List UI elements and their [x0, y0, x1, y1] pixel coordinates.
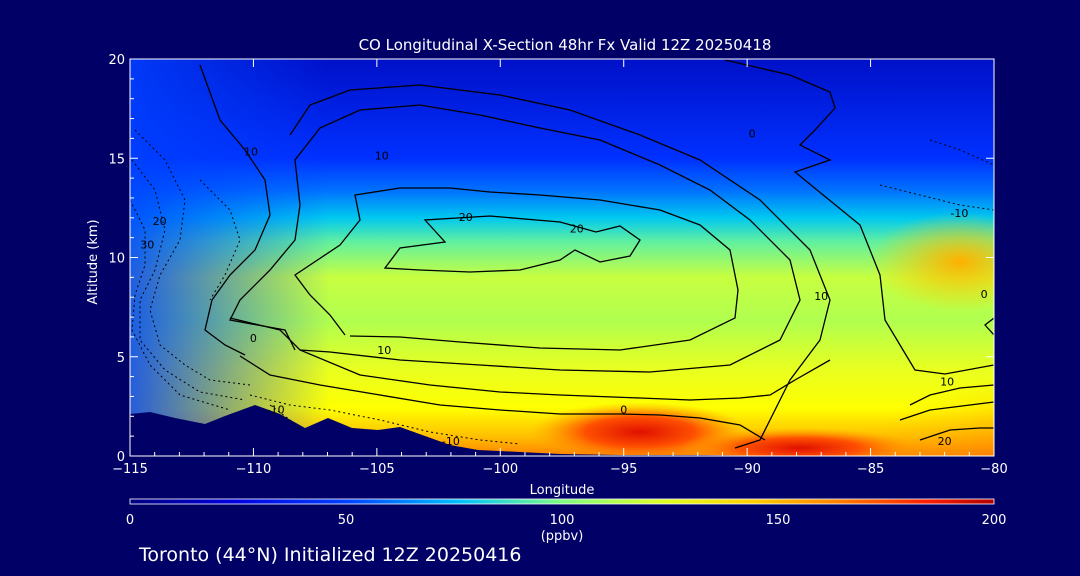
colorbar-units: (ppbv): [541, 529, 584, 544]
contour-label: -10: [442, 435, 460, 448]
contour-ten-outer: [289, 84, 831, 449]
x-axis: −115 −110 −105 −100 −95 −90 −85 −80: [112, 59, 1008, 477]
x-tick-label: −100: [482, 462, 518, 477]
colorbar-swatch: [129, 498, 995, 505]
footer-caption: Toronto (44°N) Initialized 12Z 20250416: [138, 544, 522, 566]
contour-labels: 0 10 10 20 30 20 20 10 0 10 0 -10 -10 -10 0 10 20: [140, 127, 988, 448]
contour-br-one: [909, 384, 994, 406]
contour-label: 10: [377, 344, 391, 357]
contour-br-two: [899, 401, 994, 421]
x-tick-label: −115: [112, 462, 148, 477]
colorbar-tick-label: 50: [338, 513, 355, 528]
contour-twenty-inner: [383, 215, 641, 273]
concentration-field: [130, 59, 994, 456]
x-tick-label: −85: [857, 462, 884, 477]
y-tick-label: 10: [108, 252, 125, 267]
chart-title: CO Longitudinal X-Section 48hr Fx Valid …: [359, 36, 772, 54]
x-tick-label: −95: [610, 462, 637, 477]
contour-label: 10: [940, 376, 954, 389]
x-tick-label: −90: [733, 462, 760, 477]
x-axis-label: Longitude: [530, 483, 595, 498]
x-tick-label: −105: [359, 462, 395, 477]
contour-label: 20: [570, 223, 584, 236]
contour-ten-inner: [229, 104, 801, 373]
y-tick-label: 15: [108, 152, 125, 167]
contour-right-edge: [984, 317, 994, 336]
colorbar-tick-label: 0: [126, 513, 134, 528]
contour-twenty: [294, 187, 739, 351]
contour-label: 0: [620, 403, 627, 416]
y-tick-label: 5: [117, 351, 125, 366]
colorbar-tick-label: 100: [550, 513, 575, 528]
x-tick-label: −80: [980, 462, 1007, 477]
colorbar-ticks: 0 50 100 150 200: [126, 513, 1007, 528]
contour-zero-top: [724, 59, 994, 375]
contour-label: 0: [250, 332, 257, 345]
contour-label: 20: [459, 211, 473, 224]
x-tick-label: −110: [236, 462, 272, 477]
contour-label: 10: [244, 145, 258, 158]
contour-label: 0: [981, 288, 988, 301]
y-tick-label: 20: [108, 53, 125, 68]
contour-label: -10: [267, 403, 285, 416]
contour-label: 20: [938, 435, 952, 448]
terrain: [130, 405, 994, 456]
y-tick-label: 0: [117, 450, 125, 465]
y-axis: 0 5 10 15 20: [108, 53, 994, 465]
contour-label: -10: [950, 207, 968, 220]
y-axis-label: Altitude (km): [86, 219, 101, 304]
contour-br-three: [919, 427, 994, 441]
contour-label: 10: [814, 290, 828, 303]
colorbar-tick-label: 150: [766, 513, 791, 528]
colorbar-tick-label: 200: [982, 513, 1007, 528]
contour-lines: [199, 59, 994, 449]
contour-label: 10: [375, 149, 389, 162]
contour-ten-under: [229, 317, 831, 401]
contour-zero-upper: [199, 64, 271, 356]
contour-zero-lower: [239, 355, 766, 441]
contour-label: 20: [153, 215, 167, 228]
negative-contours: [130, 129, 994, 445]
contour-label: 30: [140, 239, 154, 252]
contour-label: 0: [749, 127, 756, 140]
colorbar: 0 50 100 150 200 (ppbv): [126, 498, 1007, 544]
